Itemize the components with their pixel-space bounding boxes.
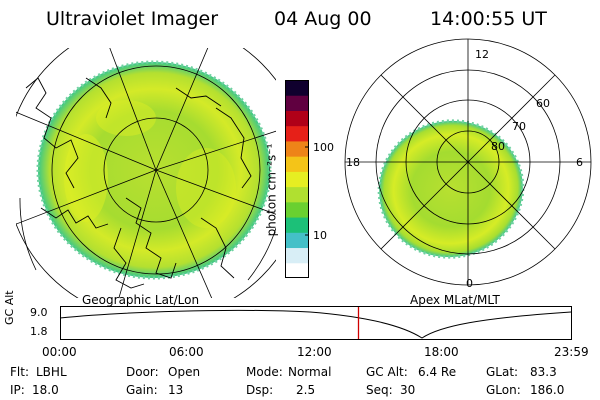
mode-label: Mode: <box>246 365 283 379</box>
glon-value: 186.0 <box>530 383 565 397</box>
colorbar-swatch <box>285 171 309 188</box>
colorbar-swatch <box>285 186 309 203</box>
gain-label: Gain: <box>126 383 158 397</box>
colorbar <box>285 80 309 279</box>
colorbar-tick-label-100: 100 <box>313 141 334 154</box>
gc-alt-label: GC Alt: <box>366 365 408 379</box>
flt-label: Flt: <box>10 365 29 379</box>
colorbar-swatch <box>285 201 309 218</box>
mode-value: Normal <box>288 365 332 379</box>
mlt-label-12: 12 <box>475 48 489 61</box>
mlat-label-70: 70 <box>512 120 526 133</box>
colorbar-swatch <box>285 217 309 233</box>
altitude-x-tick-12: 12:00 <box>297 345 332 359</box>
mlt-label-18: 18 <box>346 156 360 169</box>
seq-value: 30 <box>400 383 416 397</box>
gc-alt-value: 6.4 Re <box>418 365 457 379</box>
colorbar-swatch <box>285 80 309 96</box>
altitude-x-tick-06: 06:00 <box>169 345 204 359</box>
geographic-panel-label: Geographic Lat/Lon <box>82 293 200 307</box>
dsp-label: Dsp: <box>246 383 274 397</box>
altitude-y-tick-1-8: 1.8 <box>30 325 48 338</box>
colorbar-swatch <box>285 110 309 127</box>
geographic-image <box>16 48 276 298</box>
altitude-x-tick-2359: 23:59 <box>554 345 589 359</box>
ip-label: IP: <box>10 383 25 397</box>
colorbar-swatch <box>285 125 309 142</box>
glon-label: GLon: <box>486 383 521 397</box>
altitude-curve <box>59 309 572 339</box>
earth-disk-image <box>38 62 270 278</box>
observation-time: 14:00:55 UT <box>430 8 547 30</box>
gain-value: 13 <box>168 383 184 397</box>
colorbar-swatch <box>285 262 309 279</box>
door-value: Open <box>168 365 201 379</box>
instrument-title: Ultraviolet Imager <box>46 8 219 30</box>
colorbar-tick-label-10: 10 <box>313 229 327 242</box>
ip-value: 18.0 <box>32 383 59 397</box>
dsp-value: 2.5 <box>296 383 316 397</box>
polar-panel-label: Apex MLat/MLT <box>410 293 500 307</box>
mlat-label-60: 60 <box>536 97 550 110</box>
seq-label: Seq: <box>366 383 393 397</box>
colorbar-swatch <box>285 140 309 157</box>
colorbar-swatch <box>285 95 309 111</box>
polar-image <box>344 38 592 286</box>
mlt-label-0: 0 <box>466 277 473 290</box>
door-label: Door: <box>126 365 159 379</box>
observation-date: 04 Aug 00 <box>274 8 372 30</box>
altitude-plot <box>59 306 572 340</box>
flt-value: LBHL <box>36 365 67 379</box>
altitude-x-tick-00: 00:00 <box>42 345 77 359</box>
glat-label: GLat: <box>486 365 519 379</box>
mlt-label-6: 6 <box>576 156 583 169</box>
colorbar-unit-label: photon cm⁻²s⁻¹ <box>264 143 279 237</box>
colorbar-swatch <box>285 156 309 172</box>
glat-value: 83.3 <box>530 365 557 379</box>
colorbar-swatch <box>285 232 309 249</box>
altitude-y-tick-9: 9.0 <box>30 306 48 319</box>
altitude-x-tick-18: 18:00 <box>424 345 459 359</box>
mlat-label-80: 80 <box>491 140 505 153</box>
auroral-oval-image <box>379 120 523 258</box>
altitude-ylabel: GC Alt <box>3 290 16 325</box>
colorbar-swatch <box>285 247 309 264</box>
colorbar-swatches <box>285 80 309 279</box>
